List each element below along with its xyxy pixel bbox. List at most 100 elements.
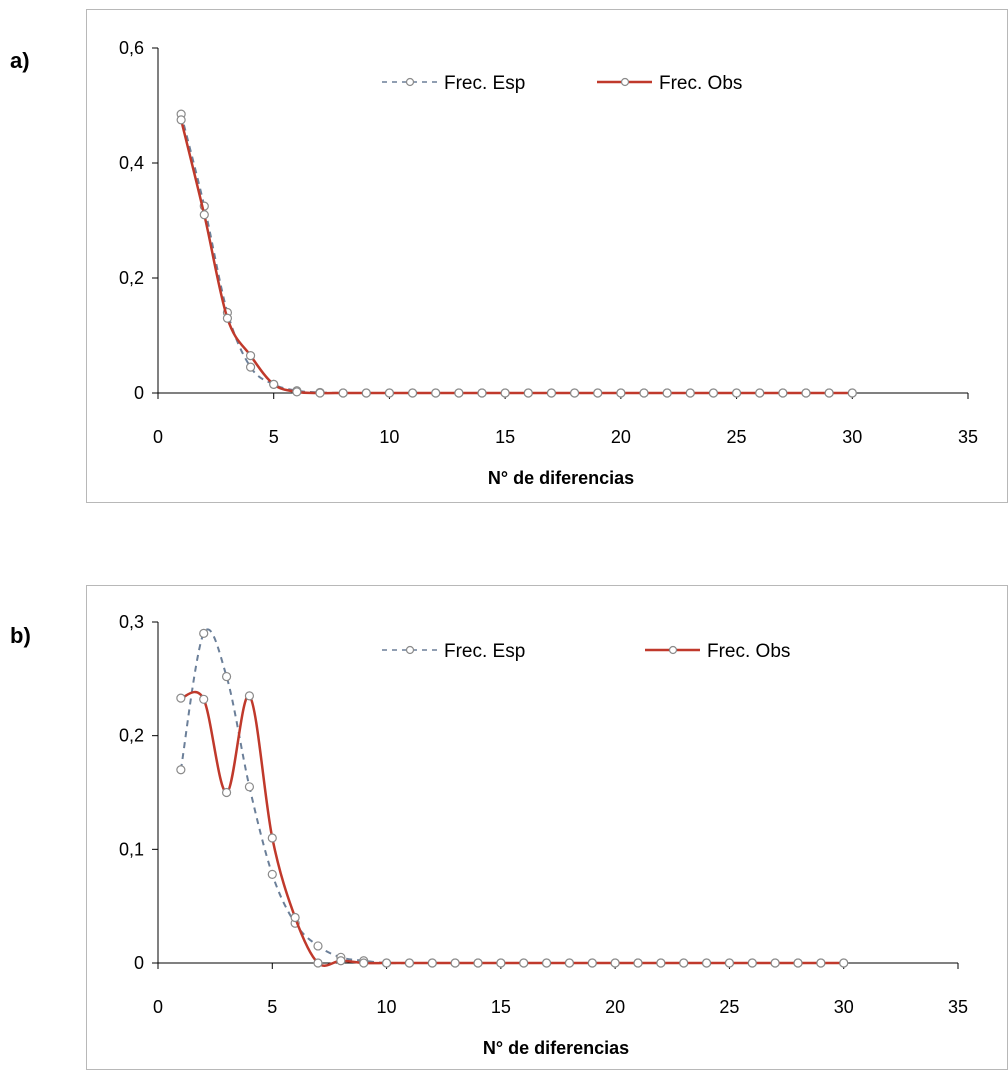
series-line-obs-b	[180, 690, 844, 967]
chart-frame-b	[86, 585, 1008, 1070]
point-obs-b	[221, 787, 232, 798]
y-tick-label-a: 0	[134, 383, 144, 403]
point-obs-a	[708, 388, 719, 398]
point-obs-b	[473, 958, 483, 968]
point-obs-a	[616, 388, 626, 398]
y-tick-label-a: 0,6	[119, 38, 144, 58]
point-obs-b	[313, 958, 323, 968]
legend-marker-obs-a	[620, 77, 630, 87]
point-obs-a	[176, 115, 186, 125]
panel-label-a: a)	[10, 48, 30, 73]
legend-label-esp-a: Frec. Esp	[444, 73, 525, 94]
y-tick-label-a: 0,2	[119, 268, 144, 288]
point-obs-a	[454, 388, 464, 398]
point-obs-a	[569, 388, 580, 398]
point-obs-a	[824, 388, 834, 398]
point-obs-a	[847, 388, 857, 398]
point-obs-a	[315, 388, 325, 398]
point-obs-b	[336, 956, 346, 966]
legend-label-obs-b: Frec. Obs	[707, 641, 790, 662]
point-obs-a	[593, 388, 603, 398]
point-esp-b	[267, 869, 277, 879]
x-tick-label-b: 15	[491, 997, 511, 1017]
point-obs-a	[731, 388, 742, 398]
point-esp-b	[313, 941, 323, 951]
point-obs-b	[793, 958, 803, 968]
x-axis-label-b: N° de diferencias	[483, 1038, 629, 1058]
point-obs-a	[546, 388, 557, 398]
point-obs-b	[610, 958, 620, 968]
point-obs-a	[361, 388, 371, 398]
point-obs-b	[770, 958, 780, 968]
point-obs-a	[477, 388, 487, 398]
point-obs-b	[267, 833, 277, 843]
legend-label-obs-a: Frec. Obs	[659, 73, 742, 94]
x-tick-label-a: 10	[379, 427, 399, 447]
point-obs-a	[199, 210, 209, 220]
x-tick-label-b: 5	[267, 997, 277, 1017]
point-obs-b	[290, 912, 300, 923]
point-obs-a	[431, 388, 441, 398]
point-obs-a	[407, 388, 418, 398]
x-tick-label-b: 20	[605, 997, 625, 1017]
point-obs-b	[747, 958, 757, 968]
point-obs-b	[450, 958, 460, 968]
point-esp-b	[221, 671, 232, 682]
point-esp-b	[176, 765, 186, 775]
point-obs-b	[404, 958, 415, 968]
x-tick-label-a: 25	[727, 427, 747, 447]
x-tick-label-b: 0	[153, 997, 163, 1017]
x-tick-label-b: 35	[948, 997, 968, 1017]
x-tick-label-a: 5	[269, 427, 279, 447]
point-obs-b	[427, 958, 437, 968]
y-tick-label-b: 0,1	[119, 839, 144, 859]
point-obs-a	[523, 388, 533, 398]
point-obs-a	[778, 388, 788, 398]
legend-marker-esp-b	[405, 645, 415, 655]
point-obs-a	[662, 388, 672, 398]
point-obs-b	[176, 693, 186, 703]
x-tick-label-a: 30	[842, 427, 862, 447]
point-obs-b	[199, 694, 209, 704]
point-obs-b	[496, 958, 506, 968]
y-tick-label-b: 0,2	[119, 726, 144, 746]
point-obs-a	[801, 388, 811, 398]
point-obs-b	[701, 958, 712, 968]
point-obs-a	[685, 388, 695, 398]
x-tick-label-a: 35	[958, 427, 978, 447]
legend-label-esp-b: Frec. Esp	[444, 641, 525, 662]
point-obs-a	[500, 388, 510, 398]
point-esp-a	[245, 362, 256, 372]
point-obs-b	[541, 958, 552, 968]
point-obs-b	[679, 958, 689, 968]
legend-marker-obs-b	[668, 645, 678, 655]
point-obs-b	[816, 958, 826, 968]
point-obs-b	[381, 958, 392, 968]
point-obs-b	[633, 958, 643, 968]
panel-label-b: b)	[10, 623, 31, 648]
point-obs-b	[839, 958, 849, 968]
x-tick-label-b: 25	[719, 997, 739, 1017]
point-obs-a	[639, 388, 649, 398]
point-obs-a	[384, 388, 395, 398]
y-tick-label-b: 0	[134, 953, 144, 973]
point-obs-b	[587, 958, 597, 968]
point-obs-b	[359, 958, 369, 968]
point-obs-a	[269, 379, 279, 389]
point-obs-b	[656, 958, 666, 968]
series-line-esp-b	[179, 628, 844, 965]
x-tick-label-b: 10	[377, 997, 397, 1017]
point-obs-b	[724, 958, 735, 968]
chart-a: 0 0,2 0,4 0,6 0 5 10 15 20 25 30 35 N° de diferencia…	[119, 38, 978, 488]
legend-marker-esp-a	[405, 77, 415, 87]
point-obs-a	[338, 388, 348, 398]
point-obs-a	[222, 313, 233, 323]
point-obs-b	[519, 958, 529, 968]
point-obs-a	[755, 388, 765, 398]
point-esp-b	[244, 782, 255, 792]
x-axis-label-a: N° de diferencias	[488, 468, 634, 488]
x-tick-label-a: 0	[153, 427, 163, 447]
point-obs-b	[564, 958, 575, 968]
x-tick-label-a: 20	[611, 427, 631, 447]
